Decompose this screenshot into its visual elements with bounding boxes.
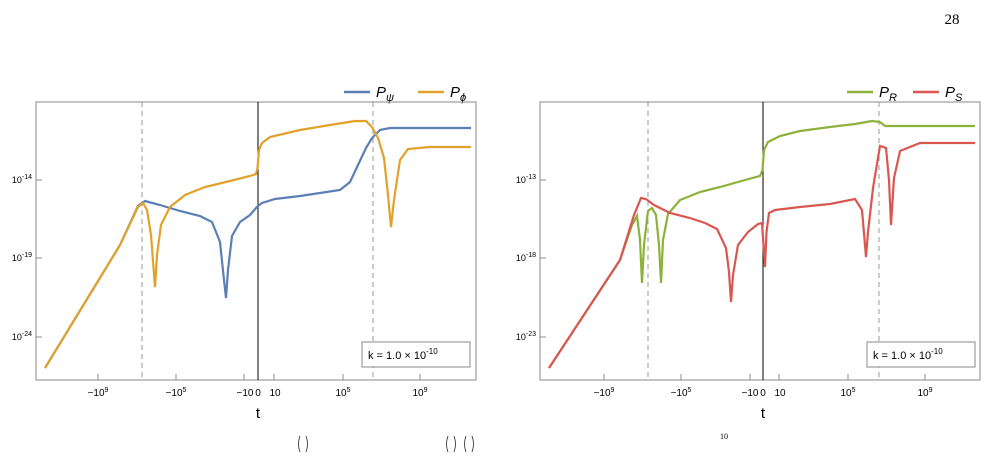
page-number: 28 xyxy=(944,12,960,28)
curve-P-psi xyxy=(44,126,471,369)
y-tick-label: 10-14 xyxy=(12,174,32,185)
y-tick-labels-right: 10-13 10-18 10-23 xyxy=(516,174,536,342)
x-tick-label: 109 xyxy=(412,387,427,399)
curve-P-R xyxy=(548,119,975,369)
chart-left: Pψ Pϕ k = 1.0 × 10-10 10-14 10-19 10-24 … xyxy=(12,84,477,422)
y-tick-label: 10-13 xyxy=(516,174,536,185)
x-tick-labels-left: −109 −105 −10 0 10 105 109 xyxy=(88,387,428,399)
y-tick-label: 10-24 xyxy=(12,331,32,342)
x-axis-label-right: t xyxy=(761,405,766,422)
legend-right: PR PS xyxy=(847,84,963,104)
x-tick-label: 109 xyxy=(917,387,932,399)
x-tick-label: 0 xyxy=(255,388,261,399)
x-tick-label: −105 xyxy=(671,387,692,399)
plot-frame-left xyxy=(35,101,477,381)
caption-remnant: 10 xyxy=(298,432,728,453)
x-tick-label: 0 xyxy=(760,388,766,399)
x-tick-label: −10 xyxy=(237,388,254,399)
annotation-text-left: k = 1.0 × 10-10 xyxy=(368,347,438,362)
x-tick-label: 10 xyxy=(774,388,786,399)
frame-ticks-right xyxy=(540,179,926,380)
x-tick-label: −10 xyxy=(742,388,759,399)
curve-P-S xyxy=(548,141,975,369)
plot-frame-right xyxy=(539,101,981,381)
x-tick-label: −105 xyxy=(166,387,187,399)
chart-right: PR PS k = 1.0 × 10-10 10-13 10-18 10-23 … xyxy=(516,84,981,422)
y-tick-labels-left: 10-14 10-19 10-24 xyxy=(12,174,32,342)
x-tick-label: −109 xyxy=(88,387,109,399)
annotation-box-right xyxy=(866,341,976,368)
annotation-left: k = 1.0 × 10-10 xyxy=(361,341,471,368)
y-tick-label: 10-18 xyxy=(516,252,536,263)
x-tick-label: 10 xyxy=(269,388,281,399)
x-tick-labels-right: −109 −105 −10 0 10 105 109 xyxy=(594,387,933,399)
x-tick-label: −109 xyxy=(594,387,615,399)
curve-P-phi xyxy=(44,119,471,369)
x-tick-label: 105 xyxy=(840,387,855,399)
annotation-box-left xyxy=(361,341,471,368)
legend-label-S: PS xyxy=(945,84,963,104)
legend-label-phi: Pϕ xyxy=(450,84,466,104)
svg-text:10: 10 xyxy=(720,432,728,441)
y-tick-label: 10-23 xyxy=(516,331,536,342)
legend-label-psi: Pψ xyxy=(376,84,394,104)
annotation-text-right: k = 1.0 × 10-10 xyxy=(873,347,943,362)
legend-left: Pψ Pϕ xyxy=(344,84,466,104)
legend-label-R: PR xyxy=(879,84,897,104)
x-axis-label-left: t xyxy=(256,405,261,422)
annotation-right: k = 1.0 × 10-10 xyxy=(866,341,976,368)
y-tick-label: 10-19 xyxy=(12,252,32,263)
frame-ticks-left xyxy=(36,179,421,380)
x-tick-label: 105 xyxy=(335,387,350,399)
